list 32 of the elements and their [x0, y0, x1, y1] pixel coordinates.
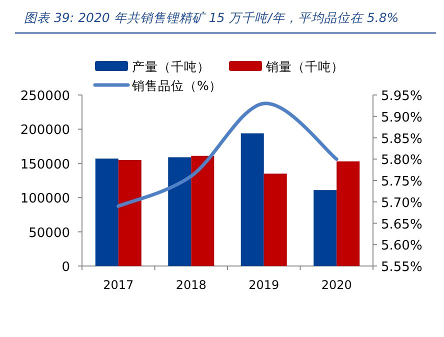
x-tick-label: 2019	[248, 278, 280, 292]
x-tick-label: 2018	[176, 278, 206, 292]
y-tick-label: 0	[62, 260, 70, 275]
legend-label: 销售品位（%）	[131, 78, 222, 93]
y-tick-label: 50000	[28, 226, 70, 241]
legend-label: 产量（千吨）	[132, 59, 210, 74]
line-series	[116, 102, 338, 208]
y2-tick-label: 5.95%	[381, 89, 422, 104]
y2-tick-label: 5.75%	[381, 174, 422, 190]
x-tick-label: 2020	[321, 278, 352, 292]
y2-tick-label: 5.60%	[381, 238, 422, 254]
y2-tick-label: 5.70%	[381, 196, 422, 211]
y-tick-label: 200000	[20, 123, 70, 138]
bar	[95, 158, 118, 266]
bar	[314, 190, 337, 266]
chart-title: 图表 39: 2020 年共销售锂精矿 15 万千吨/年，平均品位在 5.8%	[24, 10, 399, 25]
y2-tick-label: 5.90%	[381, 110, 422, 126]
bar	[240, 133, 264, 266]
y2-tick-label: 5.80%	[381, 153, 422, 168]
y2-tick-label: 5.65%	[381, 217, 422, 232]
x-tick-label: 2017	[103, 278, 134, 292]
bar	[168, 157, 192, 266]
bar	[118, 160, 142, 266]
y-tick-label: 250000	[20, 89, 70, 104]
bar	[191, 156, 214, 266]
bar	[336, 161, 360, 266]
y2-tick-label: 5.55%	[381, 260, 422, 275]
y-tick-label: 100000	[20, 192, 70, 207]
legend-label: 销量（千吨）	[265, 59, 344, 74]
y-tick-label: 150000	[20, 157, 70, 172]
bar	[264, 174, 287, 266]
y2-tick-label: 5.85%	[381, 132, 422, 147]
